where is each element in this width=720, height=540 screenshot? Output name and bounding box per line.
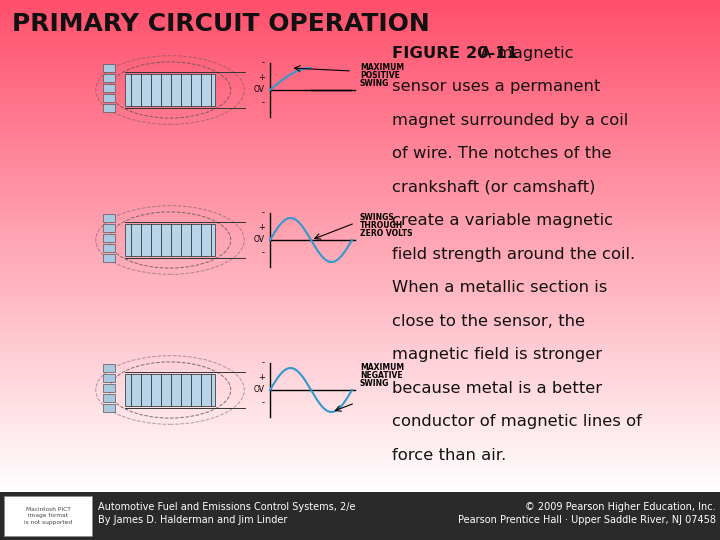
- Bar: [103, 394, 115, 402]
- Text: Macintosh PICT
image format
is not supported: Macintosh PICT image format is not suppo…: [24, 507, 72, 525]
- Text: sensor uses a permanent: sensor uses a permanent: [392, 79, 600, 94]
- Text: +: +: [258, 72, 265, 82]
- Text: magnet surrounded by a coil: magnet surrounded by a coil: [392, 113, 629, 128]
- Bar: [103, 244, 115, 252]
- Text: +: +: [258, 222, 265, 232]
- Text: +: +: [258, 373, 265, 381]
- Text: POSITIVE: POSITIVE: [360, 71, 400, 80]
- Bar: [125, 224, 215, 256]
- Bar: [103, 214, 115, 222]
- Bar: [0, 492, 720, 540]
- Bar: [103, 94, 115, 102]
- Bar: [95, 50, 455, 485]
- Bar: [103, 374, 115, 382]
- Bar: [103, 404, 115, 412]
- Text: -: -: [262, 359, 265, 368]
- Text: create a variable magnetic: create a variable magnetic: [392, 213, 613, 228]
- Text: of wire. The notches of the: of wire. The notches of the: [392, 146, 612, 161]
- Bar: [4, 496, 92, 536]
- Bar: [103, 254, 115, 262]
- Bar: [103, 84, 115, 92]
- Bar: [103, 384, 115, 392]
- Text: PRIMARY CIRCUIT OPERATION: PRIMARY CIRCUIT OPERATION: [12, 12, 430, 36]
- Text: MAXIMUM: MAXIMUM: [360, 63, 404, 72]
- Text: NEGATIVE: NEGATIVE: [360, 371, 402, 380]
- Text: SWINGS: SWINGS: [360, 213, 395, 222]
- Text: THROUGH: THROUGH: [360, 221, 403, 230]
- Text: magnetic field is stronger: magnetic field is stronger: [392, 347, 603, 362]
- Text: A magnetic: A magnetic: [475, 46, 574, 61]
- Text: FIGURE 20-11: FIGURE 20-11: [392, 46, 518, 61]
- Text: OV: OV: [254, 235, 265, 245]
- Text: MAXIMUM: MAXIMUM: [360, 363, 404, 372]
- Bar: [103, 364, 115, 372]
- Text: conductor of magnetic lines of: conductor of magnetic lines of: [392, 414, 642, 429]
- Text: OV: OV: [254, 85, 265, 94]
- Text: OV: OV: [254, 386, 265, 395]
- Text: -: -: [262, 248, 265, 258]
- Text: -: -: [262, 208, 265, 218]
- Text: SWING: SWING: [360, 379, 390, 388]
- Text: Automotive Fuel and Emissions Control Systems, 2/e: Automotive Fuel and Emissions Control Sy…: [98, 502, 356, 512]
- Text: force than air.: force than air.: [392, 448, 507, 463]
- Bar: [103, 74, 115, 82]
- Text: -: -: [262, 98, 265, 107]
- Bar: [125, 74, 215, 106]
- Text: close to the sensor, the: close to the sensor, the: [392, 314, 585, 329]
- Bar: [103, 104, 115, 112]
- Bar: [103, 234, 115, 242]
- Text: Pearson Prentice Hall · Upper Saddle River, NJ 07458: Pearson Prentice Hall · Upper Saddle Riv…: [458, 515, 716, 525]
- Text: -: -: [262, 58, 265, 68]
- Text: crankshaft (or camshaft): crankshaft (or camshaft): [392, 180, 596, 195]
- Bar: [125, 374, 215, 406]
- Text: © 2009 Pearson Higher Education, Inc.: © 2009 Pearson Higher Education, Inc.: [526, 502, 716, 512]
- Text: -: -: [262, 399, 265, 408]
- Text: ZERO VOLTS: ZERO VOLTS: [360, 229, 413, 238]
- Bar: [103, 224, 115, 232]
- Text: because metal is a better: because metal is a better: [392, 381, 603, 396]
- Text: By James D. Halderman and Jim Linder: By James D. Halderman and Jim Linder: [98, 515, 287, 525]
- Text: SWING: SWING: [360, 79, 390, 88]
- Text: When a metallic section is: When a metallic section is: [392, 280, 608, 295]
- Bar: [103, 64, 115, 72]
- Text: field strength around the coil.: field strength around the coil.: [392, 247, 636, 262]
